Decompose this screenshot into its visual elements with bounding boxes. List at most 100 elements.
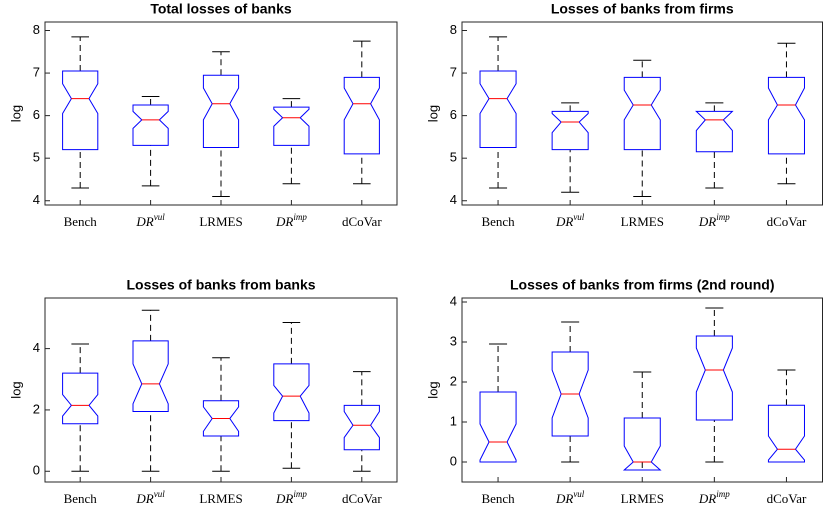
- notched-box: [273, 106, 310, 146]
- notched-box: [202, 400, 240, 437]
- category-name: LRMES: [199, 491, 242, 506]
- notched-box: [622, 417, 662, 471]
- notched-box: [479, 70, 517, 149]
- y-tick-label: 2: [450, 373, 457, 388]
- x-tick-label: DRimp: [275, 212, 307, 229]
- category-name: dCoVar: [342, 491, 382, 506]
- notched-box: [551, 110, 589, 151]
- category-name: Bench: [481, 214, 515, 229]
- y-tick-label: 2: [33, 401, 40, 416]
- x-tick-label: LRMES: [199, 214, 242, 229]
- category-name: Bench: [64, 491, 98, 506]
- notched-box: [132, 104, 169, 146]
- y-tick-label: 1: [450, 413, 457, 428]
- x-tick-label: Bench: [64, 214, 98, 229]
- y-tick-label: 3: [450, 333, 457, 348]
- y-tick-label: 7: [33, 65, 40, 80]
- notched-box: [767, 404, 805, 463]
- notched-box: [623, 76, 661, 151]
- axes-frame: [461, 297, 823, 483]
- category-name: DR: [275, 214, 293, 229]
- category-superscript: vul: [154, 212, 165, 222]
- y-tick-label: 5: [450, 150, 457, 165]
- x-tick-label: DRimp: [275, 489, 307, 506]
- category-name: DR: [698, 491, 716, 506]
- category-name: LRMES: [621, 491, 664, 506]
- x-tick-label: LRMES: [199, 491, 242, 506]
- category-name: dCoVar: [342, 214, 382, 229]
- y-tick-label: 4: [33, 340, 40, 355]
- x-tick-label: DRvul: [135, 212, 165, 229]
- axes-frame: [44, 297, 398, 483]
- x-tick-label: dCoVar: [767, 491, 807, 506]
- notched-box: [62, 70, 99, 151]
- x-tick-label: LRMES: [621, 214, 664, 229]
- y-tick-label: 4: [450, 293, 457, 308]
- y-tick-label: 6: [450, 107, 457, 122]
- x-tick-label: LRMES: [621, 491, 664, 506]
- x-tick-label: Bench: [64, 491, 98, 506]
- category-name: dCoVar: [767, 214, 807, 229]
- category-superscript: imp: [293, 489, 307, 499]
- category-name: dCoVar: [767, 491, 807, 506]
- x-tick-label: Bench: [481, 214, 515, 229]
- y-axis-label: log: [425, 381, 440, 398]
- x-tick-label: dCoVar: [767, 214, 807, 229]
- y-tick-label: 4: [33, 192, 40, 207]
- y-tick-label: 4: [450, 192, 457, 207]
- category-name: DR: [275, 491, 293, 506]
- category-superscript: vul: [573, 489, 584, 499]
- notched-box: [695, 335, 733, 421]
- category-name: DR: [135, 491, 153, 506]
- x-tick-label: DRvul: [555, 212, 585, 229]
- notched-box: [479, 391, 517, 463]
- notched-box: [551, 351, 589, 437]
- y-tick-label: 5: [33, 150, 40, 165]
- y-axis-label: log: [8, 381, 23, 398]
- y-tick-label: 0: [33, 463, 40, 478]
- y-tick-label: 6: [33, 107, 40, 122]
- x-tick-label: DRimp: [698, 212, 730, 229]
- category-name: LRMES: [621, 214, 664, 229]
- category-name: DR: [135, 214, 153, 229]
- y-tick-label: 8: [33, 22, 40, 37]
- category-superscript: vul: [154, 489, 165, 499]
- x-tick-label: DRvul: [135, 489, 165, 506]
- category-name: Bench: [64, 214, 98, 229]
- subplot-title: Losses of banks from firms (2nd round): [510, 277, 774, 293]
- subplot-title: Losses of banks from firms: [551, 1, 734, 17]
- x-tick-label: DRvul: [555, 489, 585, 506]
- notched-box: [767, 76, 805, 155]
- category-name: Bench: [481, 491, 515, 506]
- notched-box: [695, 110, 734, 153]
- category-name: DR: [555, 491, 573, 506]
- notched-box: [132, 340, 169, 412]
- y-tick-label: 7: [450, 65, 457, 80]
- subplot-title: Losses of banks from banks: [126, 277, 315, 293]
- y-tick-label: 0: [450, 453, 457, 468]
- axes-frame: [44, 21, 398, 206]
- x-tick-label: Bench: [481, 491, 515, 506]
- notched-box: [343, 404, 380, 451]
- category-name: LRMES: [199, 214, 242, 229]
- category-superscript: vul: [573, 212, 584, 222]
- category-name: DR: [555, 214, 573, 229]
- notched-box: [202, 74, 240, 149]
- y-tick-label: 8: [450, 22, 457, 37]
- notched-box: [62, 372, 99, 425]
- category-superscript: imp: [716, 489, 730, 499]
- x-tick-label: dCoVar: [342, 214, 382, 229]
- y-axis-label: log: [425, 105, 440, 122]
- category-superscript: imp: [293, 212, 307, 222]
- x-tick-label: DRimp: [698, 489, 730, 506]
- x-tick-label: dCoVar: [342, 491, 382, 506]
- subplot-title: Total losses of banks: [150, 1, 292, 17]
- subplot: Losses of banks from firms (2nd round) lo…: [425, 277, 823, 506]
- category-name: DR: [698, 214, 716, 229]
- y-axis-label: log: [8, 105, 23, 122]
- notched-box: [273, 363, 310, 422]
- subplot: Losses of banks from firms log 4 5 6 7 8 Bench D…: [425, 1, 823, 229]
